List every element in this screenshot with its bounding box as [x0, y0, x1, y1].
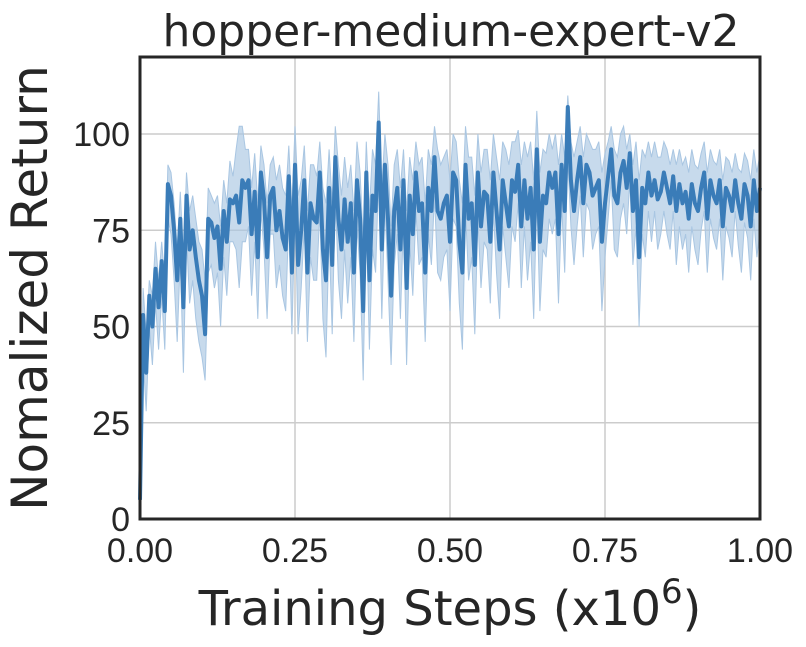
x-tick-label: 0.00: [107, 532, 173, 570]
x-axis-label: Training Steps (x106): [198, 572, 702, 637]
y-tick-label: 25: [92, 405, 130, 443]
y-tick-label: 0: [111, 501, 130, 539]
x-tick-label: 0.75: [572, 532, 638, 570]
mean-line: [138, 105, 762, 500]
x-axis-label-exponent: 6: [661, 572, 683, 612]
y-tick-labels: 0 25 50 75 100: [73, 116, 130, 539]
chart-title: hopper-medium-expert-v2: [162, 6, 739, 57]
y-tick-label: 75: [92, 212, 130, 250]
x-tick-labels: 0.00 0.25 0.50 0.75 1.00: [107, 532, 793, 570]
y-axis-label: Nomalized Return: [1, 65, 59, 511]
x-tick-label: 0.50: [417, 532, 483, 570]
x-tick-label: 1.00: [727, 532, 793, 570]
x-axis-label-close: ): [683, 581, 702, 637]
y-tick-label: 50: [92, 309, 130, 347]
y-tick-label: 100: [73, 116, 130, 154]
axes-frame: [138, 55, 762, 521]
x-axis-label-text: Training Steps (x10: [198, 581, 661, 637]
x-tick-label: 0.25: [262, 532, 328, 570]
